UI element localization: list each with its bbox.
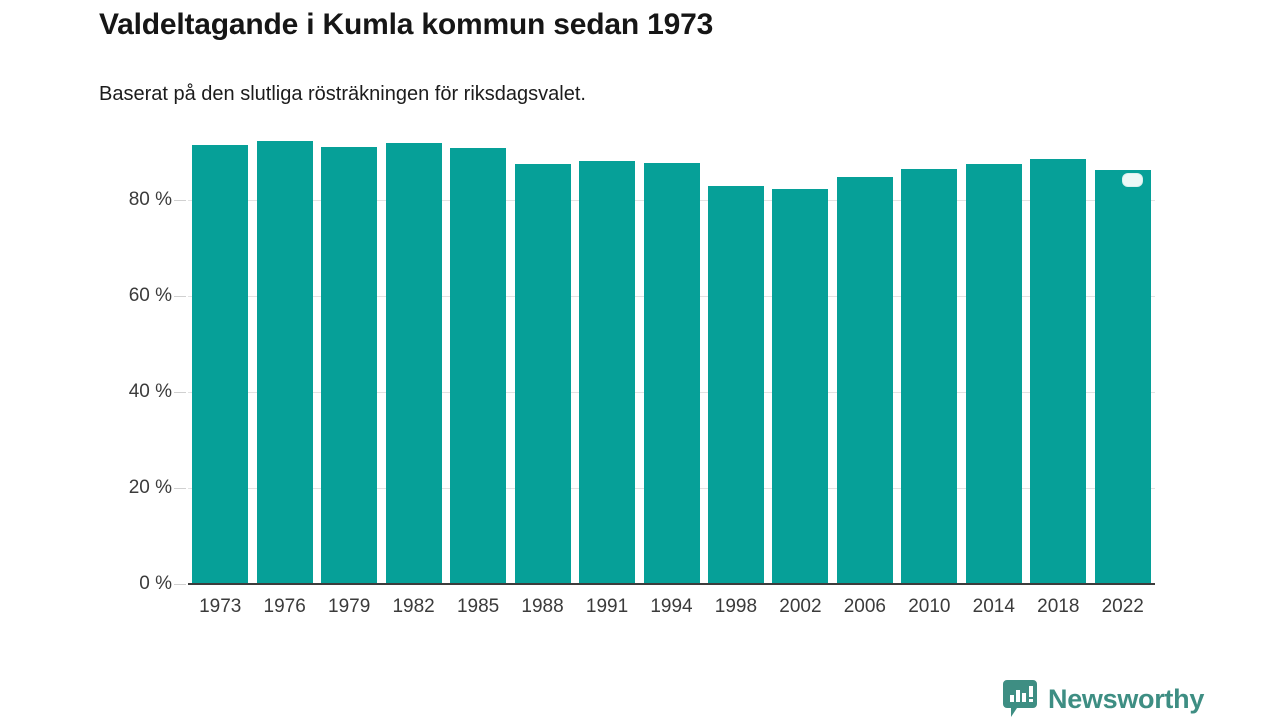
bar-highlight-marker	[1122, 173, 1142, 186]
bar-2006[interactable]	[836, 176, 893, 584]
bar-2022[interactable]	[1094, 169, 1151, 584]
x-axis-label-1976: 1976	[263, 596, 306, 617]
y-axis-tick	[174, 200, 186, 201]
bar-1988[interactable]	[514, 164, 571, 584]
x-axis-label-2006: 2006	[843, 596, 887, 617]
x-axis-label-1991: 1991	[585, 596, 629, 617]
y-axis-label: 80 %	[128, 189, 172, 210]
logo-text: Newsworthy	[1048, 683, 1205, 714]
bar-1991[interactable]	[579, 161, 636, 584]
y-axis-tick	[174, 584, 186, 585]
y-axis-label: 40 %	[128, 381, 172, 402]
bar-2002[interactable]	[772, 188, 829, 584]
y-axis-label: 0 %	[139, 573, 172, 594]
newsworthy-logo: Newsworthy	[1003, 680, 1204, 718]
x-axis-label-1988: 1988	[521, 596, 564, 617]
bar-1973[interactable]	[192, 144, 249, 584]
x-axis-label-1973: 1973	[199, 596, 242, 617]
y-axis-label: 20 %	[128, 477, 172, 498]
x-axis-label-2010: 2010	[908, 596, 951, 617]
y-axis-tick	[174, 392, 186, 393]
y-axis-tick	[174, 488, 186, 489]
bar-1998[interactable]	[707, 186, 764, 584]
x-axis-label-1985: 1985	[456, 596, 500, 617]
bar-series	[188, 136, 1155, 584]
x-axis-label-2018: 2018	[1037, 596, 1080, 617]
y-axis-label: 60 %	[128, 285, 172, 306]
bar-2018[interactable]	[1030, 159, 1087, 584]
x-axis-label-2002: 2002	[779, 596, 822, 617]
bar-1994[interactable]	[643, 163, 700, 584]
x-axis-label-1998: 1998	[714, 596, 758, 617]
bar-1985[interactable]	[450, 148, 507, 584]
plot-area	[174, 136, 1155, 585]
bar-2014[interactable]	[965, 164, 1022, 584]
bar-1976[interactable]	[256, 140, 313, 584]
bar-2010[interactable]	[901, 168, 958, 584]
x-axis-line	[188, 583, 1155, 585]
x-axis-label-1994: 1994	[650, 596, 693, 617]
x-axis-label-2022: 2022	[1101, 596, 1144, 617]
x-axis-label-1982: 1982	[392, 596, 435, 617]
x-axis-label-1979: 1979	[328, 596, 371, 617]
newsworthy-bars-bubble-icon	[1003, 680, 1037, 718]
bar-1979[interactable]	[321, 147, 378, 584]
y-axis-tick	[174, 296, 186, 297]
bar-1982[interactable]	[385, 142, 442, 584]
page-title: Valdeltagande i Kumla kommun sedan 1973	[99, 8, 714, 41]
chart-subtitle: Baserat på den slutliga rösträkningen fö…	[99, 83, 586, 105]
x-axis-label-2014: 2014	[972, 596, 1015, 617]
